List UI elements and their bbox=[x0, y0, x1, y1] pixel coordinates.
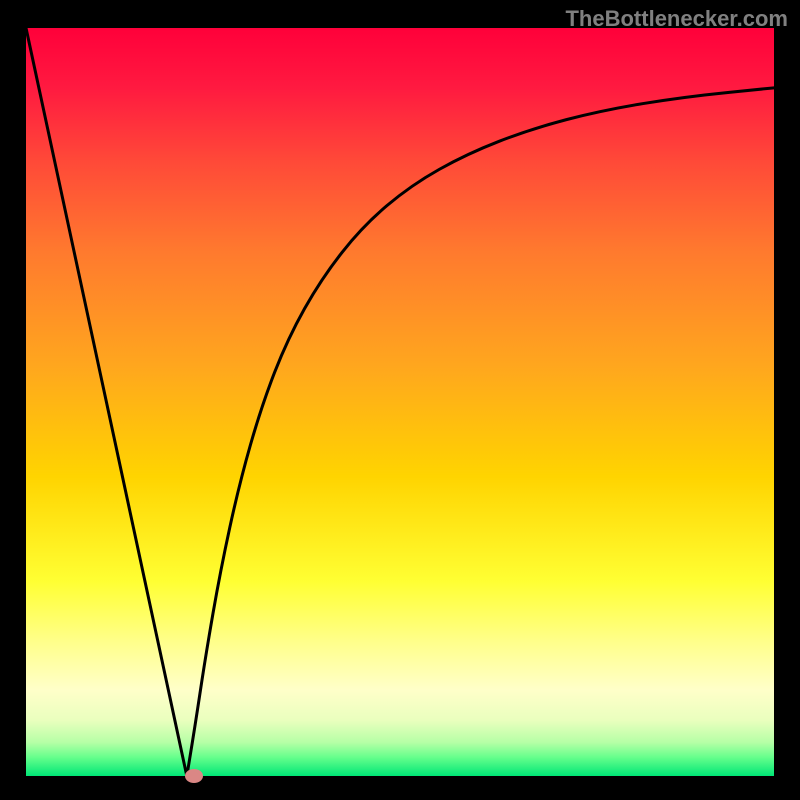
frame-background: TheBottlenecker.com bbox=[0, 0, 800, 800]
bottleneck-curve bbox=[0, 0, 800, 800]
optimal-point-marker bbox=[185, 769, 203, 783]
